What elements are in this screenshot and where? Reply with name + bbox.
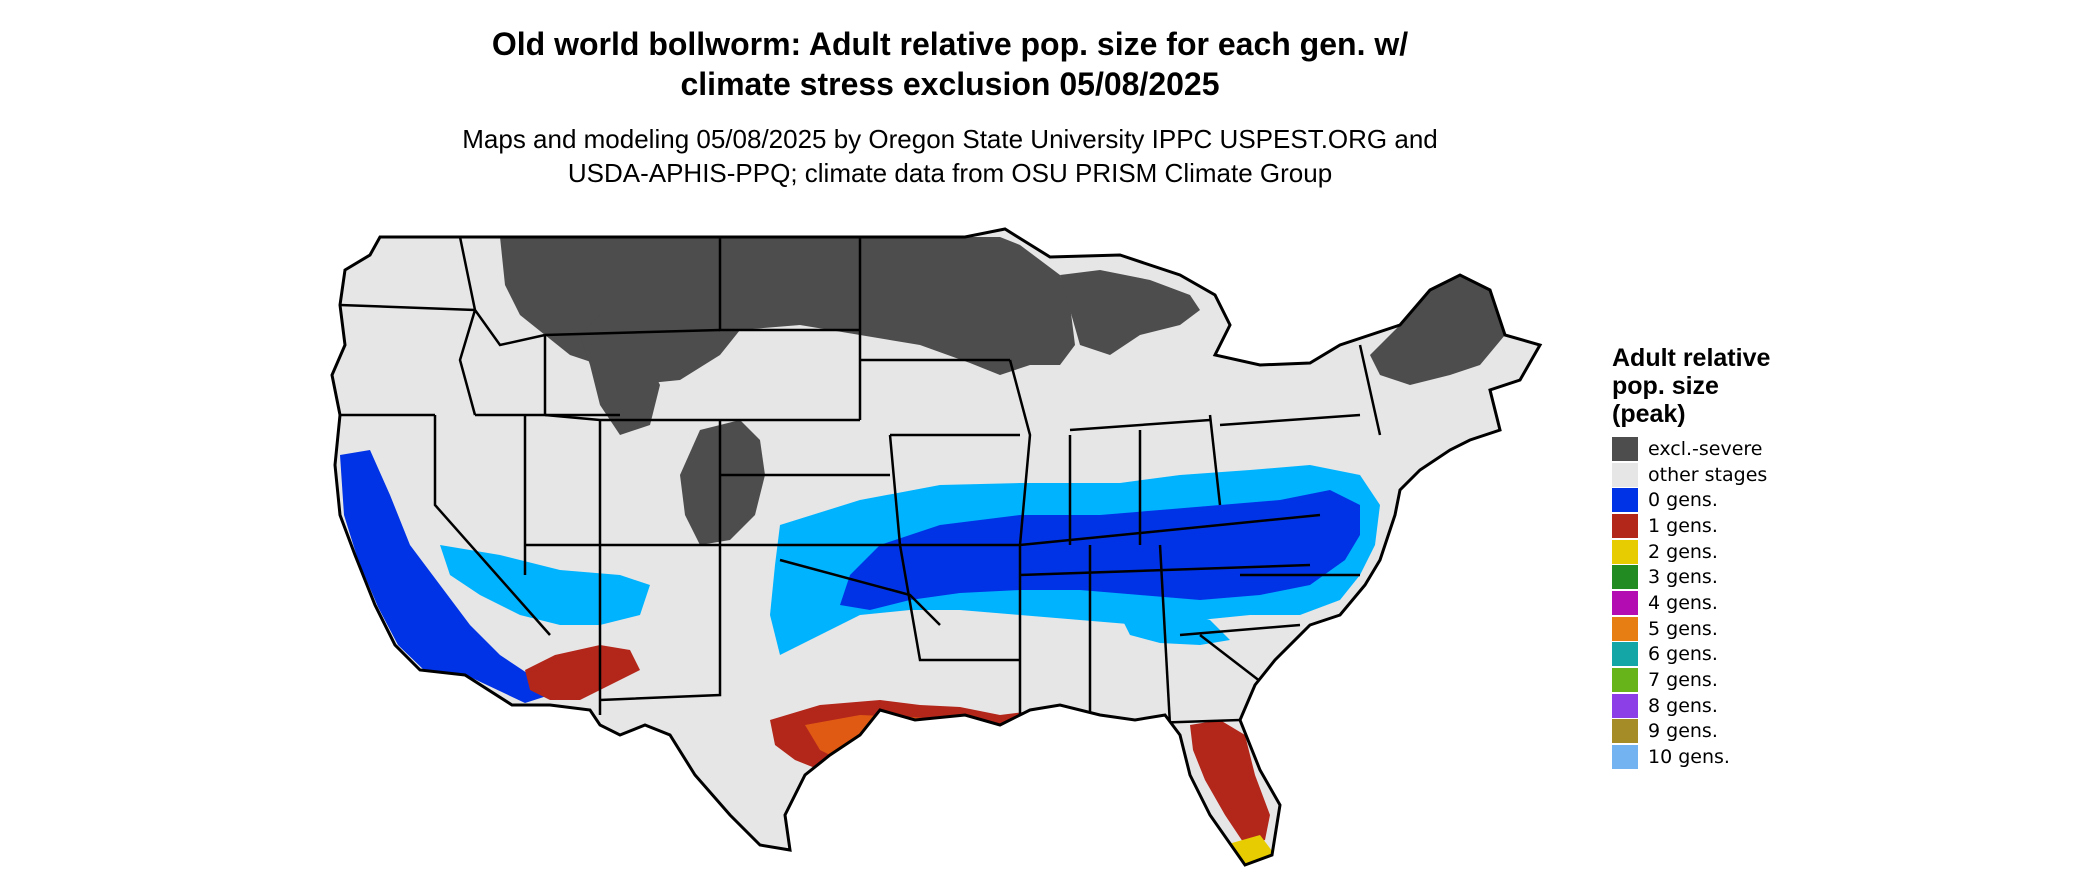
map-title-line-2: climate stress exclusion 05/08/2025 xyxy=(680,66,1220,102)
legend-swatch xyxy=(1612,668,1638,693)
legend-item: 2 gens. xyxy=(1612,539,1832,565)
border-tn-south xyxy=(1019,563,1311,577)
legend-item: excl.-severe xyxy=(1612,436,1832,462)
legend-swatch xyxy=(1612,539,1638,564)
legend-item: other stages xyxy=(1612,462,1832,488)
border-mi-oh xyxy=(1069,418,1211,432)
legend-item: 7 gens. xyxy=(1612,667,1832,693)
border-ny-new-england xyxy=(1358,344,1382,436)
legend-label: other stages xyxy=(1648,463,1768,486)
excluded-great-lakes-area xyxy=(1060,270,1200,355)
legend-items: excl.-severe other stages 0 gens. 1 gens. 2 … xyxy=(1612,436,1832,770)
border-wa-or xyxy=(339,303,476,312)
legend-label: excl.-severe xyxy=(1648,437,1763,460)
legend-swatch xyxy=(1612,719,1638,744)
legend-title: Adult relative pop. size (peak) xyxy=(1612,344,1832,428)
border-sc-ga xyxy=(1199,634,1266,686)
legend-label: 7 gens. xyxy=(1648,669,1718,692)
legend-title-line-1: Adult relative xyxy=(1612,344,1771,372)
border-ar-la xyxy=(898,544,1020,662)
state-borders xyxy=(338,236,1382,727)
legend-label: 4 gens. xyxy=(1648,591,1718,614)
excluded-colorado-area xyxy=(680,420,765,545)
legend-title-line-3: (peak) xyxy=(1612,400,1686,428)
one-gen-arizona-area xyxy=(525,645,640,700)
map-subtitle: Maps and modeling 05/08/2025 by Oregon S… xyxy=(400,122,1500,190)
legend-swatch xyxy=(1612,436,1638,461)
border-nc-sc xyxy=(1179,623,1301,637)
legend-swatch xyxy=(1612,590,1638,615)
map-fill xyxy=(332,229,1540,865)
excluded-rockies-area xyxy=(580,315,660,435)
border-al-ga xyxy=(1158,544,1172,726)
legend-title-line-2: pop. size xyxy=(1612,372,1719,400)
border-wi-il xyxy=(1008,359,1032,546)
legend-label: 10 gens. xyxy=(1648,746,1730,769)
legend-swatch xyxy=(1612,745,1638,770)
legend-swatch xyxy=(1612,513,1638,538)
border-nm-tx xyxy=(599,545,722,702)
zero-gen-band xyxy=(840,490,1360,610)
border-or-id xyxy=(458,309,477,416)
border-ok-tx xyxy=(779,558,941,626)
excluded-new-england-area xyxy=(1370,275,1505,385)
one-gen-gulf-area xyxy=(770,700,1100,835)
legend-item: 6 gens. xyxy=(1612,642,1832,668)
border-nd-sd xyxy=(718,237,860,332)
legend-item: 1 gens. xyxy=(1612,513,1832,539)
one-gen-gulf-orange-area xyxy=(805,715,1040,800)
legend-label: 6 gens. xyxy=(1648,643,1718,666)
legend-label: 2 gens. xyxy=(1648,540,1718,563)
map-subtitle-line-2: USDA-APHIS-PPQ; climate data from OSU PR… xyxy=(567,158,1333,188)
map-subtitle-line-1: Maps and modeling 05/08/2025 by Oregon S… xyxy=(462,124,1438,154)
legend-item: 9 gens. xyxy=(1612,719,1832,745)
zero-gen-southwest-area xyxy=(440,545,650,625)
legend-item: 8 gens. xyxy=(1612,693,1832,719)
border-id-mt xyxy=(458,236,546,347)
map-legend: Adult relative pop. size (peak) excl.-se… xyxy=(1612,344,1832,770)
border-mo-west xyxy=(888,434,902,546)
one-gen-florida-area xyxy=(1190,720,1270,845)
border-oh-pa xyxy=(1208,414,1222,506)
zero-gen-west-area xyxy=(340,450,550,703)
legend-label: 9 gens. xyxy=(1648,720,1718,743)
border-mt-wy xyxy=(544,328,721,337)
border-ca-nv xyxy=(433,415,551,636)
legend-item: 4 gens. xyxy=(1612,590,1832,616)
legend-item: 0 gens. xyxy=(1612,487,1832,513)
us-outline xyxy=(330,227,1543,867)
legend-swatch xyxy=(1612,693,1638,718)
legend-item: 5 gens. xyxy=(1612,616,1832,642)
legend-swatch xyxy=(1612,565,1638,590)
legend-label: 3 gens. xyxy=(1648,566,1718,589)
legend-swatch xyxy=(1612,616,1638,641)
legend-swatch xyxy=(1612,642,1638,667)
legend-label: 1 gens. xyxy=(1648,514,1718,537)
excluded-northern-plains-area xyxy=(500,237,1075,385)
legend-label: 5 gens. xyxy=(1648,617,1718,640)
legend-item: 3 gens. xyxy=(1612,564,1832,590)
border-pa-ny xyxy=(1219,413,1361,427)
map-title-line-1: Old world bollworm: Adult relative pop. … xyxy=(491,26,1409,62)
legend-swatch xyxy=(1612,488,1638,513)
legend-label: 8 gens. xyxy=(1648,694,1718,717)
legend-label: 0 gens. xyxy=(1648,489,1718,512)
legend-item: 10 gens. xyxy=(1612,744,1832,770)
us-map xyxy=(330,227,1543,867)
map-title: Old world bollworm: Adult relative pop. … xyxy=(400,24,1500,104)
legend-swatch xyxy=(1612,462,1638,487)
